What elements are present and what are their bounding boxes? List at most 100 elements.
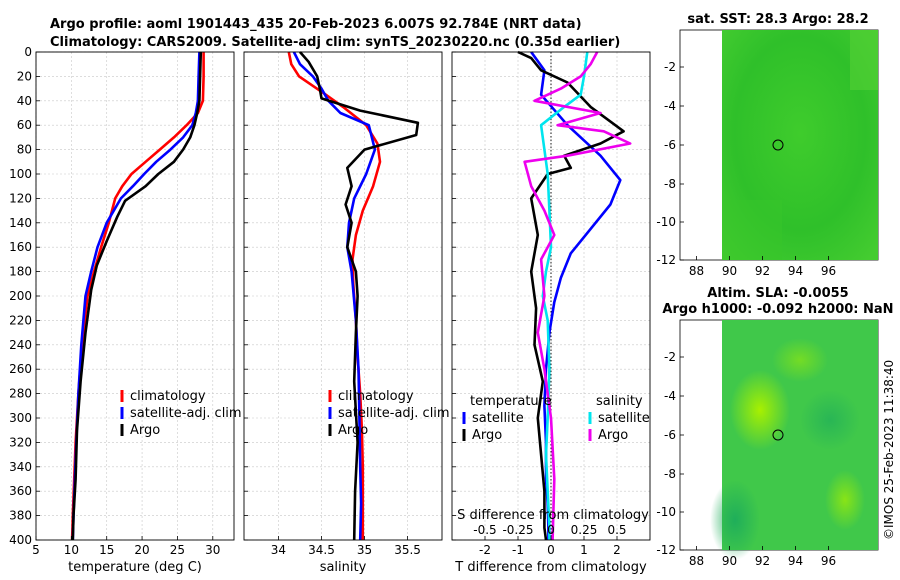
sst-map-axes: 88 90 92 94 96 -2 -4 -6 -8 -10 -12	[656, 60, 836, 278]
difference-series-t-argo	[517, 50, 625, 541]
sst-map-title: sat. SST: 28.3 Argo: 28.2	[687, 12, 868, 27]
depth-tick-label: 360	[9, 484, 32, 498]
map-x-tick-label: 88	[689, 554, 704, 568]
sla-map-anomaly-low	[710, 480, 760, 560]
salinity-series-argo	[299, 51, 420, 541]
salinity-difference-tick-label: 0.25	[571, 523, 598, 537]
difference-profile-chart: -2 -1 0 1 2 T difference from climatology temp…	[451, 50, 651, 575]
map-x-tick-label: 92	[755, 264, 770, 278]
difference-x-tick-label: 1	[580, 543, 588, 557]
salinity-difference-tick-label: 0	[547, 523, 555, 537]
depth-tick-label: 40	[17, 94, 32, 108]
map-y-tick-label: -12	[656, 253, 676, 267]
imos-timestamp: ©IMOS 25-Feb-2023 11:38:40	[882, 360, 896, 540]
sst-map: 88 90 92 94 96 -2 -4 -6 -8 -10 -12	[656, 29, 879, 278]
map-y-tick-label: -2	[664, 60, 676, 74]
map-y-tick-label: -4	[664, 389, 676, 403]
sla-map-anomaly-high	[730, 370, 790, 450]
map-x-tick-label: 90	[722, 264, 737, 278]
salinity-series-satellite-adj-clim	[292, 51, 377, 541]
depth-tick-label: 400	[9, 533, 32, 547]
depth-tick-label: 80	[17, 143, 32, 157]
map-x-tick-label: 90	[722, 554, 737, 568]
map-x-tick-label: 94	[788, 264, 803, 278]
depth-tick-label: 0	[24, 45, 32, 59]
salinity-difference-tick-label: -0.5	[473, 523, 496, 537]
temperature-x-tick-label: 20	[134, 543, 149, 557]
header-line-1: Argo profile: aoml 1901443_435 20-Feb-20…	[50, 17, 582, 32]
depth-tick-label: 220	[9, 313, 32, 327]
sla-argo-marker	[772, 429, 784, 441]
temperature-x-tick-label: 5	[32, 543, 40, 557]
depth-tick-label: 320	[9, 435, 32, 449]
temperature-legend-label: climatology	[130, 389, 206, 404]
sla-map: 88 90 92 94 96 -2 -4 -6 -8 -10 -12	[656, 319, 879, 568]
salinity-difference-tick-label: -0.25	[502, 523, 533, 537]
sla-map-axes: 88 90 92 94 96 -2 -4 -6 -8 -10 -12	[656, 350, 836, 568]
map-y-tick-label: -12	[656, 543, 676, 557]
header-line-2: Climatology: CARS2009. Satellite-adj cli…	[50, 35, 620, 50]
depth-tick-label: 340	[9, 460, 32, 474]
map-y-tick-label: -4	[664, 99, 676, 113]
depth-tick-label: 120	[9, 191, 32, 205]
depth-tick-label: 260	[9, 362, 32, 376]
map-x-tick-label: 96	[821, 264, 836, 278]
depth-tick-label: 380	[9, 509, 32, 523]
difference-series-s-argo	[523, 51, 632, 541]
difference-legend-title-salinity: salinity	[596, 394, 643, 409]
difference-series-s-satellite	[539, 51, 589, 540]
map-y-tick-label: -2	[664, 350, 676, 364]
salinity-x-tick-label: 34	[271, 543, 286, 557]
difference-legend-label: Argo	[598, 428, 628, 443]
difference-legend-label: satellite	[598, 411, 650, 426]
difference-x-tick-label: 2	[613, 543, 621, 557]
depth-tick-label: 180	[9, 265, 32, 279]
sla-map-title-1: Altim. SLA: -0.0055	[707, 286, 848, 301]
temperature-x-tick-label: 15	[99, 543, 114, 557]
temperature-legend-label: satellite-adj. clim	[130, 406, 242, 421]
salinity-x-tick-label: 34.5	[308, 543, 335, 557]
difference-legend-label: Argo	[472, 428, 502, 443]
map-y-tick-label: -8	[664, 467, 676, 481]
difference-x-tick-label: -2	[479, 543, 491, 557]
depth-tick-label: 140	[9, 216, 32, 230]
depth-tick-label: 280	[9, 387, 32, 401]
map-y-tick-label: -6	[664, 428, 676, 442]
salinity-x-axis-label: salinity	[320, 560, 367, 575]
depth-tick-label: 100	[9, 167, 32, 181]
difference-x-tick-label: -1	[512, 543, 524, 557]
difference-x-tick-label: 0	[547, 543, 555, 557]
temperature-series-argo	[71, 51, 203, 541]
map-y-tick-label: -10	[656, 215, 676, 229]
depth-tick-label: 160	[9, 240, 32, 254]
map-x-tick-label: 92	[755, 554, 770, 568]
temperature-x-tick-label: 30	[205, 543, 220, 557]
difference-x-axis-label: T difference from climatology	[454, 560, 647, 575]
map-y-tick-label: -8	[664, 177, 676, 191]
depth-tick-label: 60	[17, 118, 32, 132]
salinity-profile-chart: 34 34.5 35 35.5 salinity climatology satellite…	[243, 51, 450, 575]
salinity-x-tick-label: 35	[357, 543, 372, 557]
map-x-tick-label: 94	[788, 554, 803, 568]
salinity-legend-label: climatology	[338, 389, 414, 404]
sla-map-title-2: Argo h1000: -0.092 h2000: NaN	[662, 302, 893, 317]
salinity-legend-label: satellite-adj. clim	[338, 406, 450, 421]
depth-tick-label: 200	[9, 289, 32, 303]
temperature-x-tick-label: 25	[170, 543, 185, 557]
depth-tick-label: 240	[9, 338, 32, 352]
sla-map-anomaly-high	[825, 470, 865, 530]
sst-map-patch	[850, 30, 878, 90]
map-y-tick-label: -6	[664, 138, 676, 152]
difference-legend-title-temperature: temperature	[470, 394, 552, 409]
salinity-difference-axis-label: S difference from climatology	[457, 508, 649, 523]
difference-legend-label: satellite	[472, 411, 524, 426]
salinity-legend-label: Argo	[338, 423, 368, 438]
temperature-x-tick-label: 10	[64, 543, 79, 557]
sst-argo-marker	[772, 139, 784, 151]
map-y-tick-label: -10	[656, 505, 676, 519]
salinity-x-tick-label: 35.5	[394, 543, 421, 557]
sla-map-anomaly-low	[800, 390, 860, 450]
temperature-x-axis-label: temperature (deg C)	[68, 560, 202, 575]
